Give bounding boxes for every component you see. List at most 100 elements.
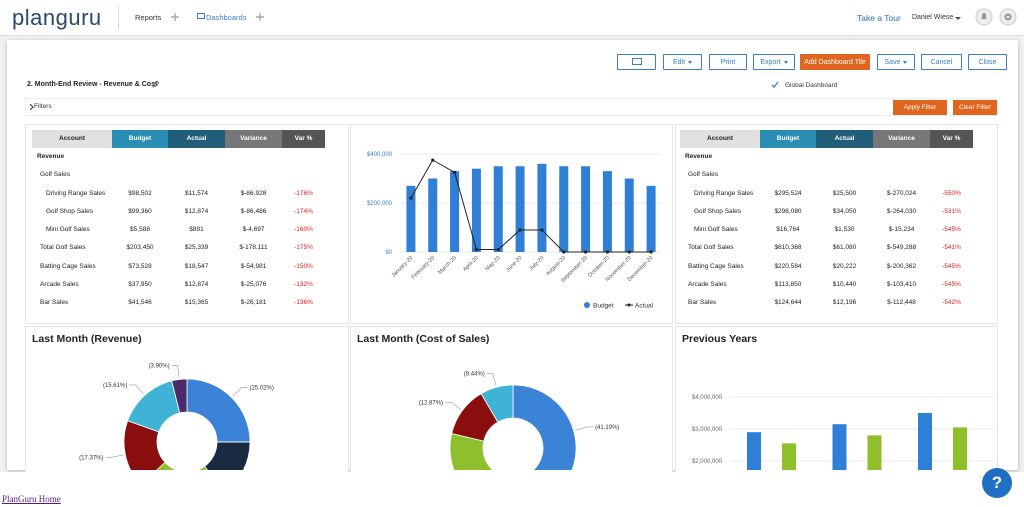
row-label: Golf Sales xyxy=(688,171,718,179)
leader-line xyxy=(575,426,594,431)
table-cell: $610,368 xyxy=(774,244,802,252)
row-label: Mini Golf Sales xyxy=(46,226,90,233)
bar xyxy=(428,178,438,252)
table-cell: $73,528 xyxy=(128,262,152,270)
row-label: Mini Golf Sales xyxy=(694,226,738,233)
nav-dashboards[interactable]: Dashboards xyxy=(206,13,247,22)
bar xyxy=(450,171,460,252)
table-cell: $15,365 xyxy=(184,299,209,306)
table-cell: $20,222 xyxy=(832,262,857,270)
table-cell: -545% xyxy=(942,280,961,288)
slice-label: (8.44%) xyxy=(464,372,485,378)
table-cell: $-103,410 xyxy=(886,280,917,288)
apply-filter-button[interactable]: Apply Filter xyxy=(893,100,947,115)
bar xyxy=(559,166,569,252)
x-tick-label: February-20 xyxy=(411,255,436,280)
column-header: Actual xyxy=(816,130,873,148)
edit-icon[interactable] xyxy=(152,81,159,88)
take-tour[interactable]: Take a Tour xyxy=(857,13,901,23)
line-point xyxy=(605,250,610,254)
bar xyxy=(953,427,967,470)
table-cell: $18,547 xyxy=(184,262,209,270)
leader-line xyxy=(129,384,144,395)
toolbar-button[interactable]: Export xyxy=(753,54,795,70)
table-cell: $-54,981 xyxy=(240,262,267,270)
table-cell: $-264,030 xyxy=(886,207,917,215)
bar xyxy=(537,163,547,252)
panel-title: Last Month (Cost of Sales) xyxy=(357,333,490,345)
column-header: Budget xyxy=(760,130,816,148)
row-label: Golf Shop Sales xyxy=(694,207,741,215)
logo[interactable]: planguru xyxy=(12,5,102,30)
toolbar-button[interactable]: Edit xyxy=(663,54,702,70)
table-cell: $1,530 xyxy=(834,226,855,233)
row-label: Batting Cage Sales xyxy=(40,262,96,270)
plus-icon[interactable] xyxy=(171,13,179,21)
line-point xyxy=(518,228,522,232)
leader-line xyxy=(232,387,248,397)
filters-bar xyxy=(25,98,998,116)
row-label: Revenue xyxy=(37,153,65,160)
table-cell: $41,546 xyxy=(128,299,152,306)
table-cell: $-86,486 xyxy=(240,207,267,215)
slice-label: (25.02%) xyxy=(249,386,273,392)
table-cell: $98,502 xyxy=(128,189,152,197)
table-cell: -542% xyxy=(942,299,961,306)
chevron[interactable] xyxy=(29,104,34,110)
nav-reports[interactable]: Reports xyxy=(135,13,162,22)
table-cell: $124,644 xyxy=(774,299,802,306)
present-button[interactable] xyxy=(617,54,656,70)
table-cell: $12,874 xyxy=(184,207,209,215)
table-cell: $61,080 xyxy=(832,244,857,252)
table-cell: $-86,928 xyxy=(240,189,267,197)
line-point xyxy=(583,250,588,254)
help-button[interactable]: ? xyxy=(982,468,1012,498)
slice-label: (3.90%) xyxy=(149,364,170,370)
table-cell: $-200,362 xyxy=(886,262,917,270)
bar xyxy=(918,413,932,470)
toolbar-button[interactable]: Save xyxy=(877,54,915,70)
table-panel xyxy=(675,124,998,324)
header: planguru Reports Dashboards Take a Tour … xyxy=(0,0,1024,36)
table-cell: $298,080 xyxy=(774,207,802,215)
table-cell: $12,196 xyxy=(832,299,857,306)
bar xyxy=(747,432,761,470)
donut-chart: (25.02%) (17.37%) (15.61%) (3.90%) xyxy=(79,364,274,470)
column-header: Account xyxy=(32,130,112,148)
row-label: Arcade Sales xyxy=(40,280,79,288)
table-cell: $-178,111 xyxy=(239,244,268,252)
bar xyxy=(867,435,882,470)
leader-line xyxy=(105,454,124,458)
line-point xyxy=(474,247,479,252)
footer-link[interactable]: PlanGuru Home xyxy=(2,494,61,504)
toolbar-button[interactable]: Close xyxy=(968,54,1007,70)
slice-label: (41.19%) xyxy=(595,425,619,431)
filters-toggle[interactable]: Filters xyxy=(34,103,52,110)
divider xyxy=(118,6,119,30)
x-tick-label: July-20 xyxy=(529,255,546,272)
donut-slice xyxy=(156,461,208,470)
checkbox[interactable] xyxy=(771,81,779,89)
bar xyxy=(782,443,796,470)
bar xyxy=(581,166,591,252)
x-tick-label: April-20 xyxy=(462,255,480,273)
plus-icon[interactable] xyxy=(256,13,264,21)
user-menu[interactable]: Daniel Wiese xyxy=(912,14,954,21)
table-cell: $-26,181 xyxy=(240,299,267,306)
toolbar-button[interactable]: Cancel xyxy=(921,54,962,70)
table-cell: -174% xyxy=(294,207,313,215)
donut-slice xyxy=(512,384,577,470)
x-tick-label: May-20 xyxy=(484,255,501,272)
table-cell: -541% xyxy=(942,244,961,252)
global-dashboard-label: Global Dashboard xyxy=(785,82,838,89)
clear-filter-button[interactable]: Clear Filter xyxy=(953,100,997,115)
toolbar-button[interactable]: Print xyxy=(709,54,747,70)
table-cell: -150% xyxy=(294,262,313,270)
table-cell: -176% xyxy=(294,189,313,197)
toolbar-button[interactable]: Add Dashboard Tile xyxy=(800,54,870,70)
y-tick-label: $400,000 xyxy=(367,152,393,158)
header-icons[interactable] xyxy=(975,8,1019,26)
previous-years-chart: $2,000,000 $3,000,000 $4,000,000 xyxy=(692,395,995,470)
row-label: Golf Sales xyxy=(40,171,70,179)
